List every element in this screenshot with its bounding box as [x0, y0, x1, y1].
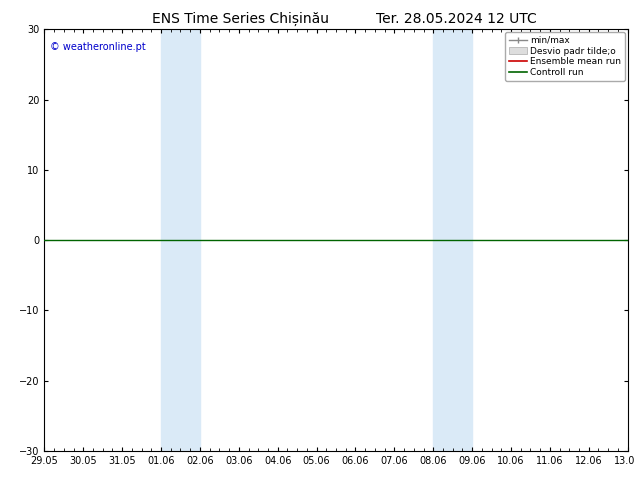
Bar [433, 29, 472, 451]
Text: © weatheronline.pt: © weatheronline.pt [50, 42, 146, 52]
Legend: min/max, Desvio padr tilde;o, Ensemble mean run, Controll run: min/max, Desvio padr tilde;o, Ensemble m… [505, 32, 625, 81]
Text: ENS Time Series Chișinău: ENS Time Series Chișinău [152, 12, 330, 26]
Bar [161, 29, 200, 451]
Text: Ter. 28.05.2024 12 UTC: Ter. 28.05.2024 12 UTC [376, 12, 537, 26]
